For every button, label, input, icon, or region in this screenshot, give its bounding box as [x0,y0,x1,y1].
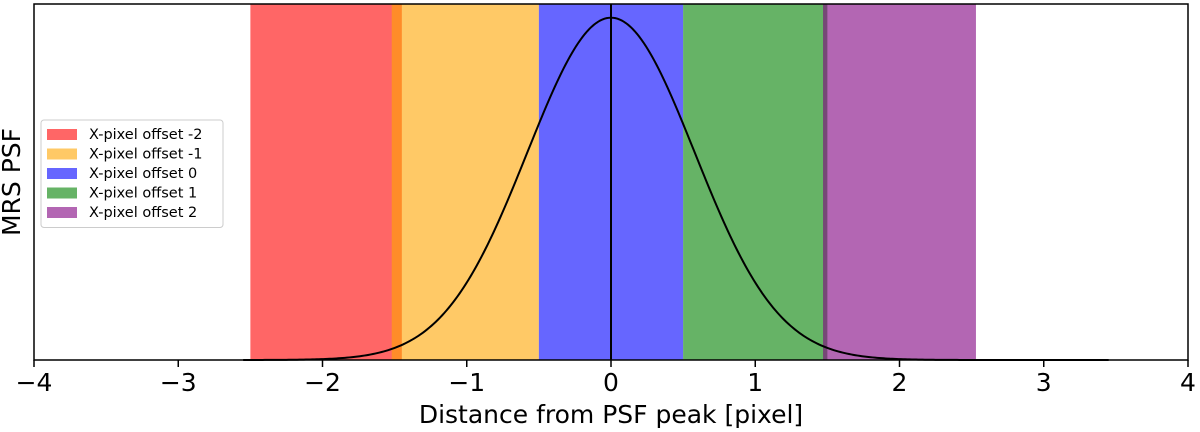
legend-swatch [47,148,77,160]
legend-entry: X-pixel offset 1 [89,186,197,202]
x-tick-label: 3 [1036,368,1052,397]
x-tick-label: −1 [448,368,485,397]
legend-swatch [47,168,77,179]
offset-bands [250,4,976,360]
x-tick-label: −4 [16,368,53,397]
band-offset-0 [250,4,402,360]
legend-entry: X-pixel offset 2 [89,205,197,221]
legend-box [40,119,224,228]
x-tick-label: 4 [1180,368,1196,397]
x-tick-label: 1 [747,368,763,397]
band-offset-1 [391,4,539,360]
band-offset-4 [823,4,976,360]
x-tick-label: 2 [892,368,908,397]
legend-entry: X-pixel offset -2 [89,127,202,143]
legend-entry: X-pixel offset -1 [89,147,202,163]
legend-swatch [47,207,77,218]
legend-swatch [47,187,77,199]
x-tick-label: −2 [304,368,341,397]
legend: X-pixel offset -2 X-pixel offset -1 X-pixe… [40,119,224,228]
x-tick-label: 0 [603,368,619,397]
x-axis-ticks: −4 −3 −2 −1 0 1 2 3 4 [16,360,1196,397]
band-offset-3 [683,4,828,360]
x-axis-label: Distance from PSF peak [pixel] [419,400,803,429]
legend-entry: X-pixel offset 0 [89,166,197,182]
legend-swatch [47,129,77,140]
y-axis-label: MRS PSF [0,128,26,236]
x-tick-label: −3 [160,368,197,397]
